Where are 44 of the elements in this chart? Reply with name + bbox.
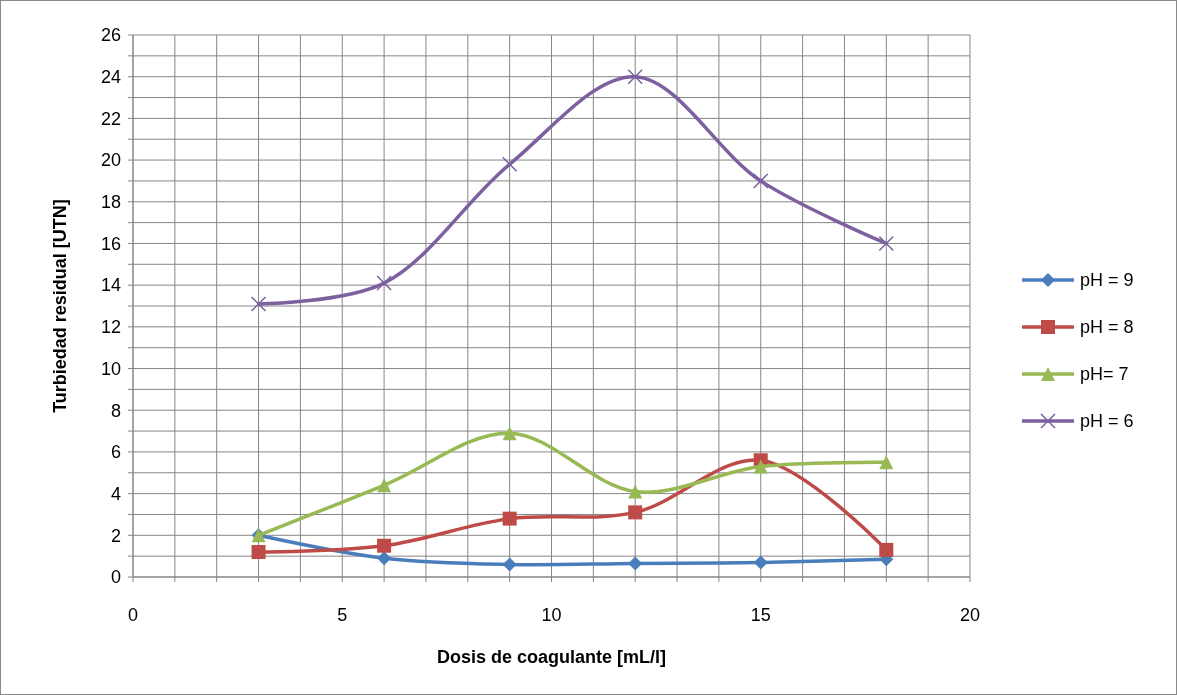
- point: [879, 455, 894, 470]
- y-tick-label: 8: [110, 400, 121, 421]
- point: [250, 296, 267, 312]
- x-tick-label: 15: [750, 605, 771, 625]
- point: [753, 555, 768, 570]
- y-tick-label: 26: [100, 25, 121, 46]
- y-tick-label: 6: [110, 442, 121, 463]
- y-tick-label: 16: [100, 233, 121, 254]
- y-tick-label: 22: [100, 108, 121, 129]
- y-tick-label: 4: [110, 483, 121, 504]
- x-axis-title: Dosis de coagulante [mL/l]: [436, 647, 667, 667]
- y-tick-label: 0: [110, 567, 121, 588]
- point: [628, 505, 643, 520]
- point: [502, 426, 517, 441]
- y-axis-title: Turbiedad residual [UTN]: [50, 199, 70, 413]
- y-tick-label: 12: [100, 317, 121, 338]
- x-tick-label: 0: [127, 605, 139, 625]
- y-tick-label: 2: [110, 525, 121, 546]
- y-tick-label: 14: [100, 275, 121, 296]
- y-tick-label: 18: [100, 192, 121, 213]
- point: [377, 478, 392, 493]
- point: [753, 173, 769, 189]
- legend-label: pH = 8: [1080, 317, 1134, 338]
- legend-label: pH = 9: [1080, 270, 1134, 291]
- point: [628, 484, 643, 499]
- point: [377, 538, 392, 553]
- point: [251, 544, 266, 559]
- y-tick-label: 20: [100, 150, 121, 171]
- point: [376, 275, 392, 291]
- point: [377, 551, 392, 566]
- legend-label: pH = 6: [1080, 411, 1134, 432]
- x-tick-label: 10: [541, 605, 562, 625]
- point: [627, 68, 643, 85]
- y-tick-label: 10: [100, 358, 121, 379]
- point: [879, 542, 894, 557]
- y-tick-label: 24: [100, 66, 121, 87]
- x-tick-label: 20: [959, 605, 981, 625]
- point: [502, 557, 517, 572]
- point: [878, 235, 895, 252]
- point: [628, 556, 643, 571]
- point: [502, 511, 517, 526]
- point: [753, 459, 768, 474]
- legend-label: pH= 7: [1080, 364, 1129, 385]
- x-tick-label: 5: [337, 605, 348, 625]
